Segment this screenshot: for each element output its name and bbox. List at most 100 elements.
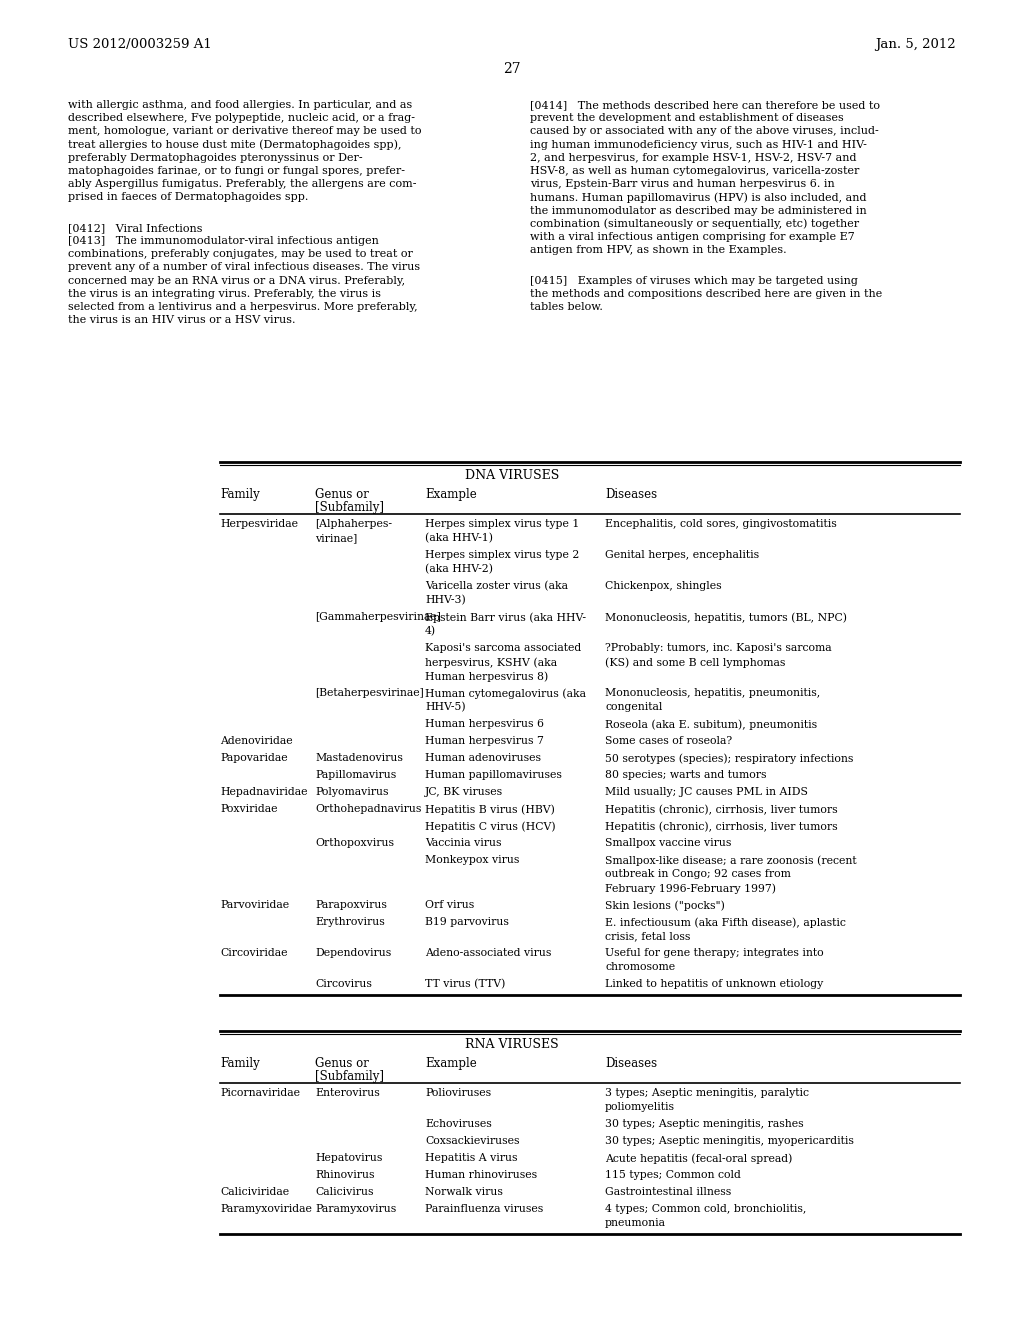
Text: HHV-5): HHV-5)	[425, 702, 466, 713]
Text: virinae]: virinae]	[315, 533, 357, 543]
Text: (aka HHV-1): (aka HHV-1)	[425, 533, 493, 544]
Text: with allergic asthma, and food allergies. In particular, and as: with allergic asthma, and food allergies…	[68, 100, 413, 110]
Text: crisis, fetal loss: crisis, fetal loss	[605, 931, 690, 941]
Text: Epstein Barr virus (aka HHV-: Epstein Barr virus (aka HHV-	[425, 612, 586, 623]
Text: Mononucleosis, hepatitis, pneumonitis,: Mononucleosis, hepatitis, pneumonitis,	[605, 688, 820, 698]
Text: 30 types; Aseptic meningitis, rashes: 30 types; Aseptic meningitis, rashes	[605, 1119, 804, 1129]
Text: Useful for gene therapy; integrates into: Useful for gene therapy; integrates into	[605, 948, 823, 958]
Text: humans. Human papillomavirus (HPV) is also included, and: humans. Human papillomavirus (HPV) is al…	[530, 193, 866, 203]
Text: [Subfamily]: [Subfamily]	[315, 502, 384, 513]
Text: Human herpesvirus 7: Human herpesvirus 7	[425, 737, 544, 746]
Text: E. infectiousum (aka Fifth disease), aplastic: E. infectiousum (aka Fifth disease), apl…	[605, 917, 846, 928]
Text: Calicivirus: Calicivirus	[315, 1187, 374, 1197]
Text: prevent the development and establishment of diseases: prevent the development and establishmen…	[530, 114, 844, 123]
Text: 30 types; Aseptic meningitis, myopericarditis: 30 types; Aseptic meningitis, myopericar…	[605, 1137, 854, 1146]
Text: Parainfluenza viruses: Parainfluenza viruses	[425, 1204, 544, 1214]
Text: Polioviruses: Polioviruses	[425, 1088, 492, 1098]
Text: Genus or: Genus or	[315, 488, 369, 502]
Text: 3 types; Aseptic meningitis, paralytic: 3 types; Aseptic meningitis, paralytic	[605, 1088, 809, 1098]
Text: herpesvirus, KSHV (aka: herpesvirus, KSHV (aka	[425, 657, 557, 668]
Text: Vaccinia virus: Vaccinia virus	[425, 838, 502, 847]
Text: Human rhinoviruses: Human rhinoviruses	[425, 1170, 538, 1180]
Text: Picornaviridae: Picornaviridae	[220, 1088, 300, 1098]
Text: with a viral infectious antigen comprising for example E7: with a viral infectious antigen comprisi…	[530, 232, 855, 242]
Text: [Betaherpesvirinae]: [Betaherpesvirinae]	[315, 688, 424, 698]
Text: Papovaridae: Papovaridae	[220, 752, 288, 763]
Text: congenital: congenital	[605, 702, 663, 711]
Text: Orf virus: Orf virus	[425, 900, 474, 909]
Text: DNA VIRUSES: DNA VIRUSES	[465, 469, 559, 482]
Text: Acute hepatitis (fecal-oral spread): Acute hepatitis (fecal-oral spread)	[605, 1152, 793, 1163]
Text: Circoviridae: Circoviridae	[220, 948, 288, 958]
Text: Herpes simplex virus type 1: Herpes simplex virus type 1	[425, 519, 580, 529]
Text: matophagoides farinae, or to fungi or fungal spores, prefer-: matophagoides farinae, or to fungi or fu…	[68, 166, 406, 176]
Text: 50 serotypes (species); respiratory infections: 50 serotypes (species); respiratory infe…	[605, 752, 853, 763]
Text: 4): 4)	[425, 626, 436, 636]
Text: ing human immunodeficiency virus, such as HIV-1 and HIV-: ing human immunodeficiency virus, such a…	[530, 140, 867, 149]
Text: Rhinovirus: Rhinovirus	[315, 1170, 375, 1180]
Text: 27: 27	[503, 62, 521, 77]
Text: Herpes simplex virus type 2: Herpes simplex virus type 2	[425, 550, 580, 560]
Text: ment, homologue, variant or derivative thereof may be used to: ment, homologue, variant or derivative t…	[68, 127, 422, 136]
Text: Hepatitis B virus (HBV): Hepatitis B virus (HBV)	[425, 804, 555, 814]
Text: Hepadnaviridae: Hepadnaviridae	[220, 787, 307, 797]
Text: Some cases of roseola?: Some cases of roseola?	[605, 737, 732, 746]
Text: Genus or: Genus or	[315, 1057, 369, 1071]
Text: Norwalk virus: Norwalk virus	[425, 1187, 503, 1197]
Text: Orthopoxvirus: Orthopoxvirus	[315, 838, 394, 847]
Text: selected from a lentivirus and a herpesvirus. More preferably,: selected from a lentivirus and a herpesv…	[68, 302, 418, 312]
Text: Example: Example	[425, 1057, 477, 1071]
Text: [Subfamily]: [Subfamily]	[315, 1071, 384, 1082]
Text: 115 types; Common cold: 115 types; Common cold	[605, 1170, 741, 1180]
Text: Parapoxvirus: Parapoxvirus	[315, 900, 387, 909]
Text: Human adenoviruses: Human adenoviruses	[425, 752, 541, 763]
Text: Human herpesvirus 6: Human herpesvirus 6	[425, 719, 544, 729]
Text: Smallpox-like disease; a rare zoonosis (recent: Smallpox-like disease; a rare zoonosis (…	[605, 855, 857, 866]
Text: preferably Dermatophagoides pteronyssinus or Der-: preferably Dermatophagoides pteronyssinu…	[68, 153, 362, 162]
Text: Smallpox vaccine virus: Smallpox vaccine virus	[605, 838, 731, 847]
Text: Mononucleosis, hepatitis, tumors (BL, NPC): Mononucleosis, hepatitis, tumors (BL, NP…	[605, 612, 847, 623]
Text: HSV-8, as well as human cytomegalovirus, varicella-zoster: HSV-8, as well as human cytomegalovirus,…	[530, 166, 859, 176]
Text: JC, BK viruses: JC, BK viruses	[425, 787, 503, 797]
Text: Polyomavirus: Polyomavirus	[315, 787, 388, 797]
Text: pneumonia: pneumonia	[605, 1218, 666, 1228]
Text: (KS) and some B cell lymphomas: (KS) and some B cell lymphomas	[605, 657, 785, 668]
Text: chromosome: chromosome	[605, 962, 675, 972]
Text: Poxviridae: Poxviridae	[220, 804, 278, 814]
Text: Echoviruses: Echoviruses	[425, 1119, 492, 1129]
Text: Hepatitis (chronic), cirrhosis, liver tumors: Hepatitis (chronic), cirrhosis, liver tu…	[605, 804, 838, 814]
Text: Varicella zoster virus (aka: Varicella zoster virus (aka	[425, 581, 568, 591]
Text: February 1996-February 1997): February 1996-February 1997)	[605, 883, 776, 894]
Text: Hepatitis (chronic), cirrhosis, liver tumors: Hepatitis (chronic), cirrhosis, liver tu…	[605, 821, 838, 832]
Text: Caliciviridae: Caliciviridae	[220, 1187, 289, 1197]
Text: Circovirus: Circovirus	[315, 979, 372, 989]
Text: (aka HHV-2): (aka HHV-2)	[425, 564, 493, 574]
Text: the immunomodulator as described may be administered in: the immunomodulator as described may be …	[530, 206, 866, 215]
Text: Adenoviridae: Adenoviridae	[220, 737, 293, 746]
Text: Kaposi's sarcoma associated: Kaposi's sarcoma associated	[425, 643, 582, 653]
Text: Enterovirus: Enterovirus	[315, 1088, 380, 1098]
Text: Monkeypox virus: Monkeypox virus	[425, 855, 519, 865]
Text: [0414]   The methods described here can therefore be used to: [0414] The methods described here can th…	[530, 100, 880, 110]
Text: prised in faeces of Dermatophagoides spp.: prised in faeces of Dermatophagoides spp…	[68, 193, 308, 202]
Text: [0413]   The immunomodulator-viral infectious antigen: [0413] The immunomodulator-viral infecti…	[68, 236, 379, 246]
Text: 4 types; Common cold, bronchiolitis,: 4 types; Common cold, bronchiolitis,	[605, 1204, 806, 1214]
Text: Human herpesvirus 8): Human herpesvirus 8)	[425, 671, 548, 681]
Text: Human cytomegalovirus (aka: Human cytomegalovirus (aka	[425, 688, 586, 698]
Text: Hepatitis C virus (HCV): Hepatitis C virus (HCV)	[425, 821, 556, 832]
Text: Coxsackieviruses: Coxsackieviruses	[425, 1137, 519, 1146]
Text: Genital herpes, encephalitis: Genital herpes, encephalitis	[605, 550, 759, 560]
Text: 2, and herpesvirus, for example HSV-1, HSV-2, HSV-7 and: 2, and herpesvirus, for example HSV-1, H…	[530, 153, 856, 162]
Text: the virus is an integrating virus. Preferably, the virus is: the virus is an integrating virus. Prefe…	[68, 289, 381, 298]
Text: 80 species; warts and tumors: 80 species; warts and tumors	[605, 770, 767, 780]
Text: Orthohepadnavirus: Orthohepadnavirus	[315, 804, 421, 814]
Text: Diseases: Diseases	[605, 488, 657, 502]
Text: the methods and compositions described here are given in the: the methods and compositions described h…	[530, 289, 883, 298]
Text: antigen from HPV, as shown in the Examples.: antigen from HPV, as shown in the Exampl…	[530, 246, 786, 255]
Text: Dependovirus: Dependovirus	[315, 948, 391, 958]
Text: [0412]   Viral Infections: [0412] Viral Infections	[68, 223, 203, 232]
Text: Erythrovirus: Erythrovirus	[315, 917, 385, 927]
Text: the virus is an HIV virus or a HSV virus.: the virus is an HIV virus or a HSV virus…	[68, 315, 296, 325]
Text: Hepatovirus: Hepatovirus	[315, 1152, 382, 1163]
Text: Roseola (aka E. subitum), pneumonitis: Roseola (aka E. subitum), pneumonitis	[605, 719, 817, 730]
